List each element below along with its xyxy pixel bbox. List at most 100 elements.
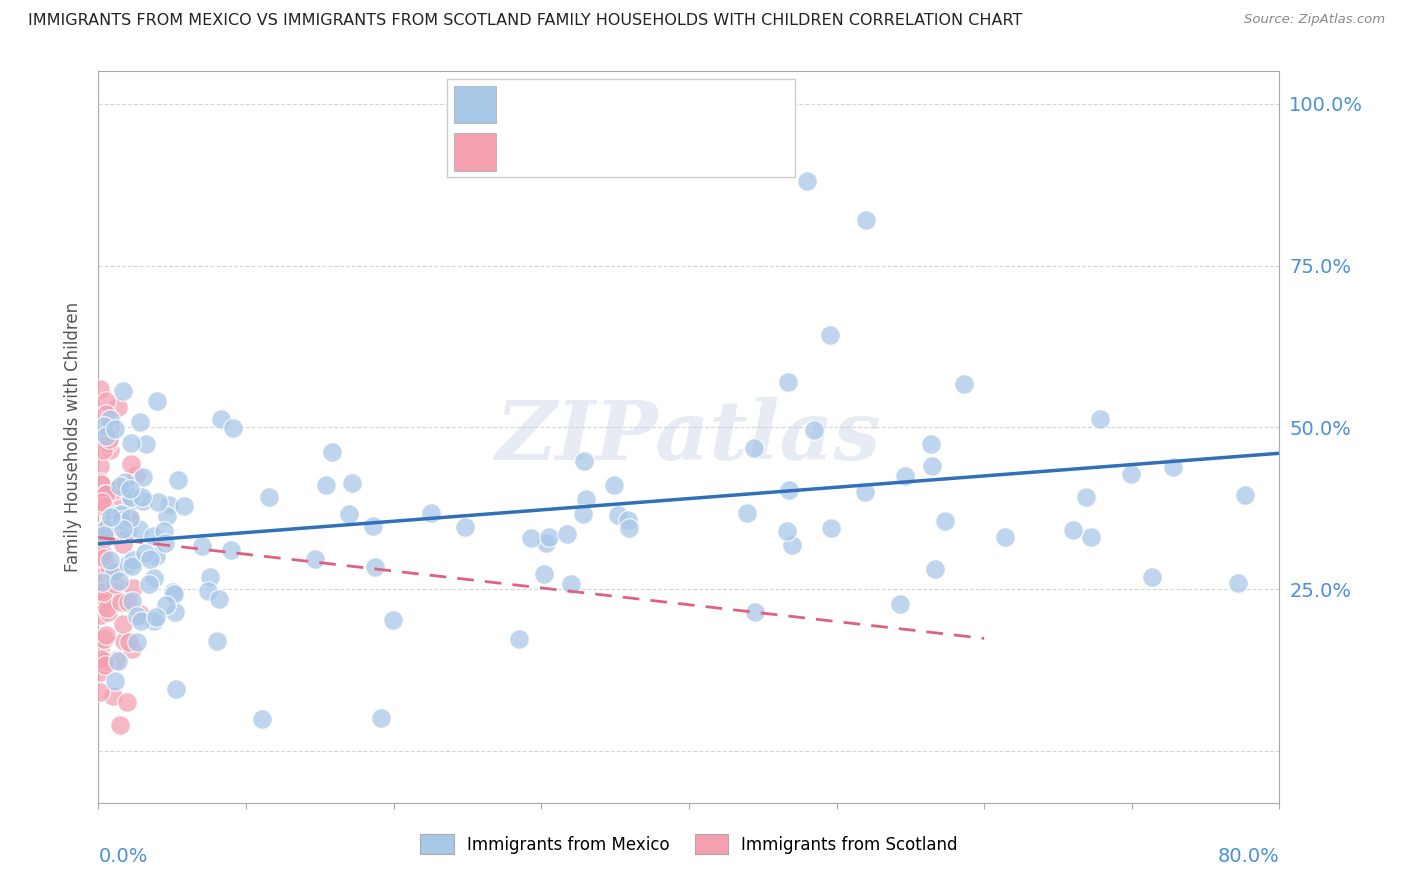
Point: [107, 654, 129, 668]
Point: [110, 500, 132, 515]
Point: [100, 560, 122, 574]
Point: [98, 553, 121, 567]
Point: [134, 546, 156, 560]
Point: [145, 549, 167, 563]
Point: [89, 685, 111, 699]
Point: [98, 560, 121, 574]
Point: [89, 643, 111, 657]
Point: [91, 585, 114, 599]
Point: [796, 174, 818, 188]
Point: [89, 570, 111, 584]
Point: [1140, 570, 1163, 584]
Point: [93, 547, 115, 561]
Point: [89, 657, 111, 672]
Point: [163, 605, 186, 619]
Point: [803, 423, 825, 437]
Point: [110, 513, 132, 527]
Point: [534, 536, 557, 550]
Point: [127, 635, 149, 649]
Point: [101, 689, 124, 703]
Point: [382, 613, 405, 627]
Point: [1121, 467, 1143, 482]
Point: [125, 468, 148, 483]
Point: [173, 499, 195, 513]
Point: [555, 527, 578, 541]
Point: [924, 562, 946, 576]
Point: [155, 508, 177, 523]
Point: [112, 522, 135, 536]
Point: [94, 486, 117, 500]
Point: [96, 601, 118, 615]
Point: [152, 524, 174, 538]
Point: [853, 485, 876, 500]
Point: [121, 642, 143, 657]
Point: [1088, 412, 1111, 426]
Point: [742, 442, 765, 456]
Point: [120, 482, 142, 496]
Point: [219, 542, 242, 557]
Point: [162, 585, 184, 599]
Point: [340, 476, 363, 491]
Point: [191, 539, 214, 553]
Point: [780, 538, 803, 552]
Point: [454, 520, 477, 534]
Point: [370, 711, 392, 725]
Point: [222, 421, 245, 435]
Point: [93, 658, 115, 673]
Text: IMMIGRANTS FROM MEXICO VS IMMIGRANTS FROM SCOTLAND FAMILY HOUSEHOLDS WITH CHILDR: IMMIGRANTS FROM MEXICO VS IMMIGRANTS FRO…: [28, 13, 1022, 29]
Point: [538, 530, 561, 544]
Point: [94, 394, 117, 409]
Point: [90, 477, 112, 491]
Point: [118, 635, 141, 649]
Point: [315, 477, 337, 491]
Point: [90, 652, 112, 666]
Point: [104, 422, 127, 436]
Point: [105, 653, 128, 667]
Point: [89, 382, 111, 396]
Point: [157, 498, 180, 512]
Point: [118, 511, 141, 525]
Point: [139, 551, 162, 566]
Point: [93, 418, 115, 433]
Point: [129, 614, 152, 628]
Point: [920, 436, 942, 450]
Point: [735, 506, 758, 520]
Point: [97, 436, 120, 450]
Point: [132, 470, 155, 484]
Point: [127, 608, 149, 623]
Point: [115, 526, 138, 541]
Point: [508, 632, 530, 646]
Point: [1080, 531, 1102, 545]
Point: [153, 536, 176, 550]
Point: [94, 408, 117, 422]
Point: [90, 495, 112, 509]
Point: [209, 412, 232, 426]
Point: [89, 607, 111, 622]
Point: [94, 655, 117, 669]
Point: [104, 576, 127, 591]
Text: 0.0%: 0.0%: [98, 847, 148, 866]
Point: [101, 566, 124, 581]
Point: [953, 376, 976, 391]
Point: [1234, 488, 1257, 502]
Point: [142, 529, 165, 543]
Point: [128, 522, 150, 536]
Point: [120, 510, 142, 524]
Text: Source: ZipAtlas.com: Source: ZipAtlas.com: [1244, 13, 1385, 27]
Point: [100, 509, 122, 524]
Point: [138, 577, 160, 591]
Point: [250, 712, 273, 726]
Point: [97, 433, 120, 447]
Point: [361, 519, 384, 533]
Point: [129, 607, 152, 621]
Point: [121, 558, 143, 573]
Point: [1226, 575, 1249, 590]
Point: [103, 565, 125, 579]
Point: [93, 632, 115, 646]
Point: [93, 531, 115, 545]
Point: [107, 400, 129, 414]
Point: [420, 506, 443, 520]
Point: [98, 411, 121, 425]
Point: [93, 528, 115, 542]
Point: [607, 508, 630, 522]
